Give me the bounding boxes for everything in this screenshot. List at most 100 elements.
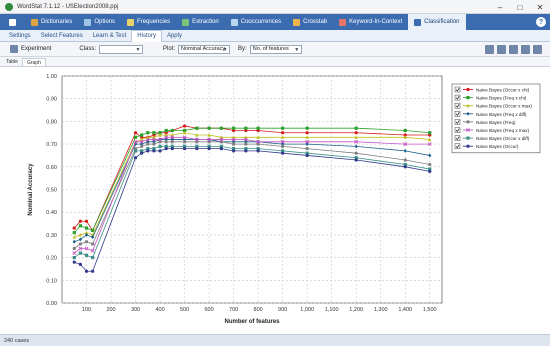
data-point xyxy=(152,137,156,142)
data-point xyxy=(133,135,138,139)
data-point xyxy=(232,147,236,151)
ribbon-tab-cooccurrences[interactable]: Cooccurrences xyxy=(225,14,287,30)
ribbon-tab-keyword-in-context[interactable]: Keyword-In-Context xyxy=(333,14,408,30)
ribbon-tab-label: Keyword-In-Context xyxy=(349,19,403,25)
help-icon[interactable]: ? xyxy=(536,17,546,27)
subtab-select-features[interactable]: Select Features xyxy=(40,32,83,39)
print-icon[interactable] xyxy=(533,45,542,54)
legend-entry: Naive Bayes (Freq x chi) xyxy=(476,96,527,101)
graph-panel: 0.00 0.10 0.20 0.30 0.40 0.50 0.60 0.70 0.80 0.90… xyxy=(0,66,550,334)
x-axis-title: Number of features xyxy=(224,319,280,325)
save-icon[interactable] xyxy=(521,45,530,54)
legend-checkbox xyxy=(454,86,461,93)
checkmark-icon xyxy=(455,144,460,149)
data-point xyxy=(164,135,169,140)
data-point xyxy=(281,144,285,148)
data-point xyxy=(305,142,309,146)
data-point xyxy=(170,147,174,151)
by-label: By: xyxy=(238,46,247,52)
data-point xyxy=(152,147,156,151)
ribbon-tab-options[interactable]: Options xyxy=(78,14,121,30)
data-point xyxy=(182,140,187,144)
data-point xyxy=(281,131,285,135)
checkmark-icon xyxy=(455,87,460,92)
data-point xyxy=(403,165,407,169)
experiment-button[interactable]: Experiment xyxy=(21,46,52,52)
data-point xyxy=(428,153,432,158)
chart-settings-icon[interactable] xyxy=(485,45,494,54)
subtab-learn-test[interactable]: Learn & Test xyxy=(92,32,127,39)
x-tick-label: 1,500 xyxy=(423,307,437,313)
view-tab-table[interactable]: Table xyxy=(6,59,18,65)
x-tick-label: 1,000 xyxy=(300,307,314,313)
legend-entry: Naive Bayes (Occur x chi) xyxy=(476,88,530,93)
ribbon-tab-extraction[interactable]: Extraction xyxy=(176,14,225,30)
main-menu-button[interactable] xyxy=(3,14,25,30)
data-point xyxy=(219,137,224,142)
data-point xyxy=(182,130,187,135)
data-point xyxy=(281,142,285,146)
data-point xyxy=(403,162,407,167)
data-point xyxy=(170,144,174,148)
data-point xyxy=(428,131,432,135)
data-point xyxy=(427,142,432,147)
data-point xyxy=(305,126,309,130)
ribbon-tab-label: Dictionaries xyxy=(41,19,73,25)
data-point xyxy=(182,124,187,128)
view-tab-graph[interactable]: Graph xyxy=(21,58,46,66)
extraction-icon xyxy=(182,18,190,26)
data-point xyxy=(281,149,285,153)
data-point xyxy=(428,167,432,171)
legend-entry: Naive Bayes (Occur x max) xyxy=(476,104,532,109)
experiment-icon[interactable] xyxy=(10,45,18,53)
copy-icon[interactable] xyxy=(497,45,506,54)
data-point xyxy=(84,253,89,257)
data-point xyxy=(78,232,82,237)
data-point xyxy=(78,246,83,251)
y-axis-title: Nominal Accuracy xyxy=(28,163,34,216)
data-point xyxy=(72,256,76,260)
legend-checkbox xyxy=(454,143,461,149)
data-point xyxy=(232,149,236,153)
minimize-button[interactable]: – xyxy=(497,2,503,12)
data-point xyxy=(195,147,199,151)
subtab-apply[interactable]: Apply xyxy=(166,32,182,39)
app-icon xyxy=(5,2,13,11)
data-point xyxy=(91,256,95,260)
ribbon-tabs: Dictionaries Options Frequencies Extraction… xyxy=(0,14,550,30)
data-point xyxy=(158,133,162,137)
data-point xyxy=(170,135,175,140)
subtab-history[interactable]: History xyxy=(131,29,162,42)
data-point xyxy=(256,126,260,130)
data-point xyxy=(78,237,82,242)
x-tick-label: 1,200 xyxy=(349,307,363,313)
x-tick-label: 900 xyxy=(278,307,287,313)
class-select[interactable]: ▼ xyxy=(99,44,144,54)
data-point xyxy=(146,147,150,151)
legend-marker xyxy=(466,136,470,140)
legend-marker xyxy=(466,87,470,92)
data-point xyxy=(72,246,76,251)
data-point xyxy=(152,142,156,146)
ribbon-tab-frequencies[interactable]: Frequencies xyxy=(121,14,176,30)
y-tick-label: 0.00 xyxy=(46,301,57,307)
data-point xyxy=(84,246,89,251)
subtab-settings[interactable]: Settings xyxy=(9,32,31,39)
close-button[interactable]: ✕ xyxy=(536,2,544,12)
ribbon-tab-classification[interactable]: Classification xyxy=(408,14,466,30)
data-point xyxy=(152,149,156,153)
ribbon-tab-dictionaries[interactable]: Dictionaries xyxy=(25,14,78,30)
by-select[interactable]: No. of features ▼ xyxy=(249,44,302,54)
title-bar: WordStat 7.1.12 - USElection2008.ppj – □… xyxy=(0,0,550,14)
ribbon-tab-crosstab[interactable]: Crosstab xyxy=(287,14,333,30)
data-point xyxy=(256,149,260,153)
refresh-icon[interactable] xyxy=(509,45,518,54)
data-point xyxy=(256,147,260,151)
plot-select[interactable]: Nominal Accuracy ▼ xyxy=(178,44,231,54)
data-point xyxy=(133,131,138,135)
maximize-button[interactable]: □ xyxy=(517,2,523,12)
data-point xyxy=(305,131,309,135)
data-point xyxy=(182,135,187,140)
data-point xyxy=(72,260,76,264)
